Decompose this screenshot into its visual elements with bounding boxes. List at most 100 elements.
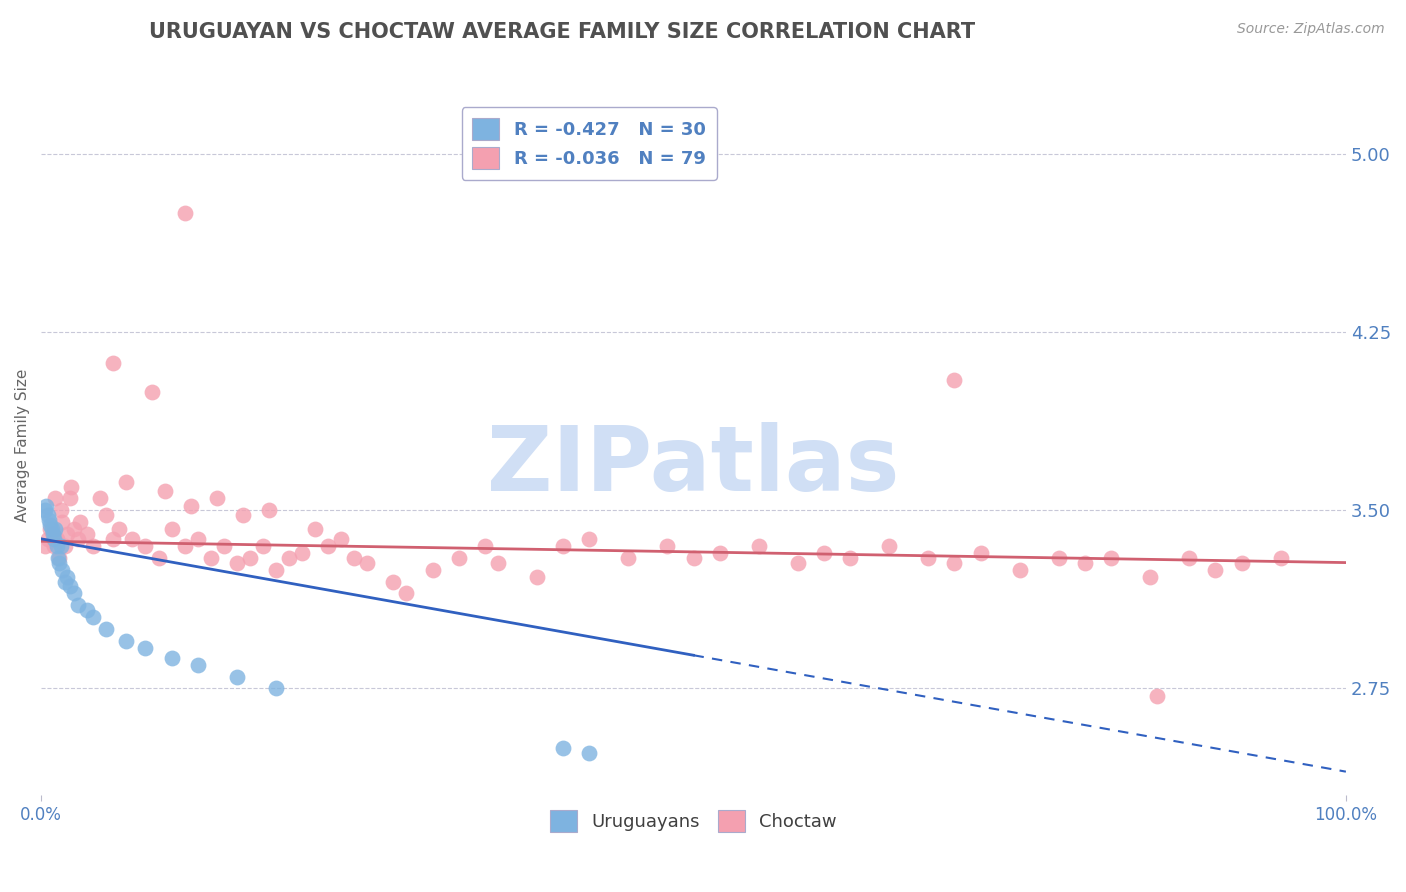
Point [42,527,65,541]
Point [76,527,98,541]
Point [60,479,83,493]
Point [291,546,314,560]
Point [82,610,104,624]
Point [617,550,640,565]
Text: ZIPatlas: ZIPatlas [488,422,900,510]
Point [1204,563,1226,577]
Point [53,539,76,553]
Point [96,622,118,636]
Point [786,556,808,570]
Point [62,522,84,536]
Point [41,522,63,536]
Point [173,206,195,220]
Point [526,570,548,584]
Point [330,532,353,546]
Point [141,384,163,399]
Point [59,491,82,506]
Point [115,634,138,648]
Point [207,491,229,506]
Point [46,550,69,565]
Point [44,522,66,536]
Point [187,657,209,672]
Point [917,550,939,565]
Point [56,527,79,541]
Point [134,641,156,656]
Point [34,503,56,517]
Legend: Uruguayans, Choctaw: Uruguayans, Choctaw [538,798,848,842]
Point [89,491,111,506]
Point [657,539,679,553]
Point [813,546,835,560]
Point [395,586,418,600]
Point [48,550,70,565]
Point [82,539,104,553]
Point [578,532,600,546]
Point [486,556,509,570]
Point [34,539,56,553]
Point [56,570,79,584]
Point [239,550,262,565]
Point [121,532,143,546]
Point [187,532,209,546]
Point [1139,570,1161,584]
Point [101,356,124,370]
Point [44,491,66,506]
Point [49,539,72,553]
Point [474,539,496,553]
Point [943,373,966,387]
Point [108,522,131,536]
Point [232,508,254,522]
Point [709,546,731,560]
Point [115,475,138,489]
Point [943,556,966,570]
Point [173,539,195,553]
Point [53,574,76,589]
Point [66,599,89,613]
Point [45,539,67,553]
Text: URUGUAYAN VS CHOCTAW AVERAGE FAMILY SIZE CORRELATION CHART: URUGUAYAN VS CHOCTAW AVERAGE FAMILY SIZE… [149,22,976,42]
Point [252,539,274,553]
Point [578,746,600,760]
Point [1074,556,1097,570]
Point [148,550,170,565]
Point [37,532,59,546]
Point [1270,550,1292,565]
Point [160,522,183,536]
Point [42,527,65,541]
Point [304,522,326,536]
Point [180,499,202,513]
Point [839,550,862,565]
Point [38,513,60,527]
Point [35,499,58,513]
Point [343,550,366,565]
Point [134,539,156,553]
Point [382,574,405,589]
Point [76,603,98,617]
Point [66,532,89,546]
Point [51,563,73,577]
Point [62,586,84,600]
Point [969,546,991,560]
Point [44,539,66,553]
Point [59,579,82,593]
Point [39,522,62,536]
Point [264,681,287,696]
Point [264,563,287,577]
Point [225,556,247,570]
Point [45,532,67,546]
Point [316,539,339,553]
Point [551,539,574,553]
Point [1008,563,1031,577]
Text: Source: ZipAtlas.com: Source: ZipAtlas.com [1237,22,1385,37]
Point [1230,556,1253,570]
Point [877,539,900,553]
Point [259,503,281,517]
Point [48,556,70,570]
Point [37,508,59,522]
Point [51,515,73,529]
Y-axis label: Average Family Size: Average Family Size [15,368,30,522]
Point [1178,550,1201,565]
Point [551,740,574,755]
Point [69,515,91,529]
Point [212,539,235,553]
